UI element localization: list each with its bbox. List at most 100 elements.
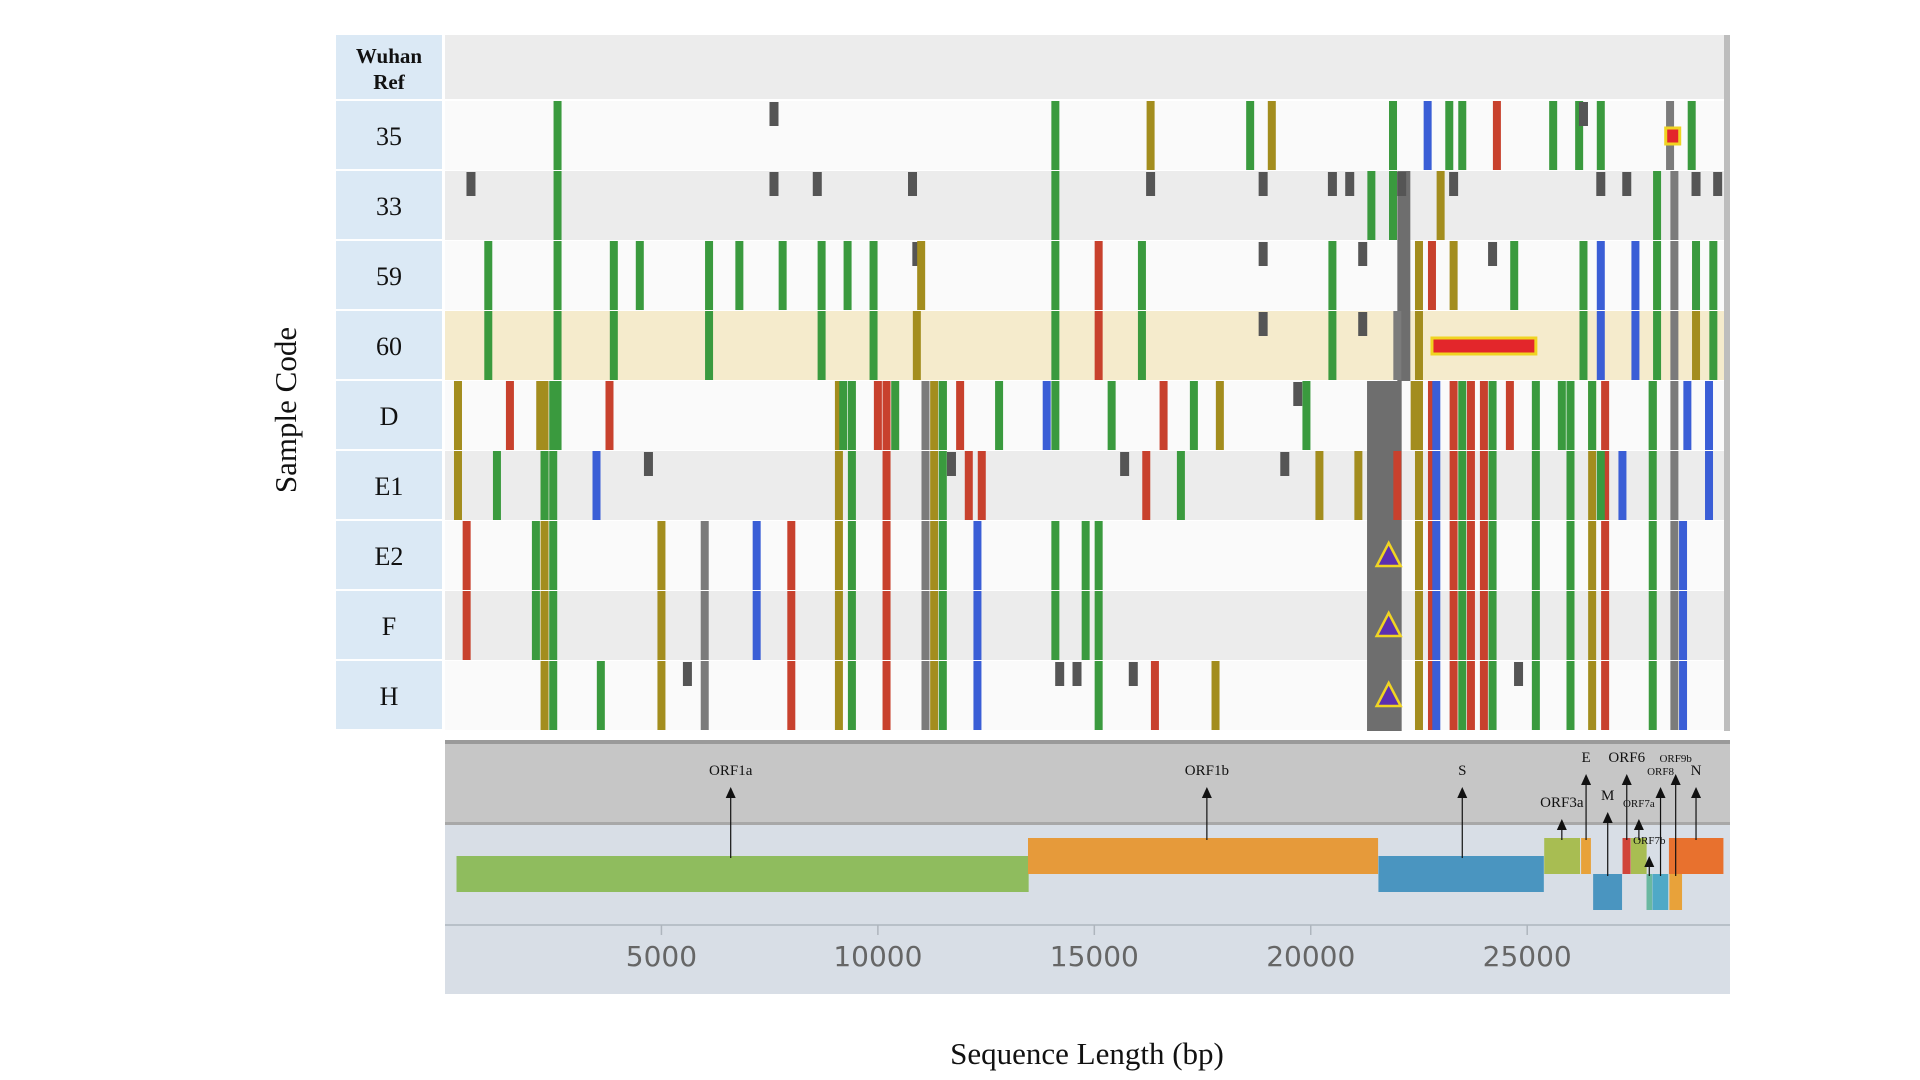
gene-orf6 xyxy=(1622,838,1631,874)
block-variant-e2-15 xyxy=(1531,521,1540,590)
variant-e1-7 xyxy=(977,451,986,520)
block-variant-e1-10 xyxy=(1449,451,1458,520)
variant-e1-1 xyxy=(492,451,501,520)
variant-e1-16 xyxy=(1618,451,1627,520)
block-variant-f-6 xyxy=(930,591,939,660)
block-variant-h-18 xyxy=(1601,661,1610,730)
variant-e1-12 xyxy=(1315,451,1324,520)
row-label-box-e1 xyxy=(336,451,442,519)
variant-35-6 xyxy=(1389,101,1398,170)
block-variant-h-0 xyxy=(540,661,549,730)
variant-d-10 xyxy=(956,381,965,450)
variant-e2-7 xyxy=(1051,521,1060,590)
variant-33-12 xyxy=(1397,172,1407,196)
block-variant-d-6 xyxy=(930,381,939,450)
block-variant-e2-3 xyxy=(847,521,856,590)
variant-33-17 xyxy=(1653,171,1662,240)
variant-d-12 xyxy=(1042,381,1051,450)
variant-f-3 xyxy=(700,591,709,660)
variant-d-2 xyxy=(536,381,545,450)
block-variant-d-2 xyxy=(834,381,843,450)
block-variant-d-10 xyxy=(1449,381,1458,450)
variant-59-28 xyxy=(1709,241,1718,310)
variant-60-0 xyxy=(484,311,493,380)
variant-60-5 xyxy=(869,311,878,380)
block-variant-h-14 xyxy=(1488,661,1497,730)
variant-d-1 xyxy=(505,381,514,450)
variant-d-5 xyxy=(839,381,848,450)
variant-e1-2 xyxy=(540,451,549,520)
variant-60-3 xyxy=(705,311,714,380)
variant-60-9 xyxy=(1137,311,1146,380)
block-variant-e1-7 xyxy=(938,451,947,520)
variant-35-3 xyxy=(1146,101,1155,170)
variant-59-18 xyxy=(1427,241,1436,310)
variant-e2-6 xyxy=(973,521,982,590)
variant-f-8 xyxy=(1081,591,1090,660)
block-variant-e1-9 xyxy=(1432,451,1441,520)
variant-d-13 xyxy=(1051,381,1060,450)
variant-d-18 xyxy=(1293,382,1303,406)
variant-h-3 xyxy=(700,661,709,730)
block-variant-f-20 xyxy=(1670,591,1679,660)
variant-33-4 xyxy=(908,172,918,196)
variant-h-11 xyxy=(1211,661,1220,730)
variant-d-15 xyxy=(1159,381,1168,450)
variant-d-11 xyxy=(995,381,1004,450)
gene-label-band-bottom-border xyxy=(445,822,1730,825)
gene-label-n: N xyxy=(1691,763,1702,779)
variant-e2-9 xyxy=(1094,521,1103,590)
block-variant-f-15 xyxy=(1531,591,1540,660)
variant-33-7 xyxy=(1258,172,1268,196)
gene-label-orf3a: ORF3a xyxy=(1540,795,1584,811)
block-variant-e1-19 xyxy=(1648,451,1657,520)
block-variant-d-15 xyxy=(1531,381,1540,450)
block-variant-f-2 xyxy=(834,591,843,660)
gene-label-orf1a: ORF1a xyxy=(709,763,753,779)
row-background-d xyxy=(445,381,1730,450)
block-variant-h-17 xyxy=(1588,661,1597,730)
variant-60-12 xyxy=(1358,312,1368,336)
block-variant-f-12 xyxy=(1466,591,1475,660)
block-variant-f-19 xyxy=(1648,591,1657,660)
block-variant-e1-21 xyxy=(1414,451,1423,520)
gene-label-orf9b: ORF9b xyxy=(1659,753,1692,765)
gene-arrowhead-m xyxy=(1602,812,1613,823)
variant-60-17 xyxy=(1653,311,1662,380)
block-variant-d-11 xyxy=(1458,381,1467,450)
block-variant-d-1 xyxy=(549,381,558,450)
variant-33-2 xyxy=(769,172,779,196)
block-variant-e1-17 xyxy=(1588,451,1597,520)
gene-arrowhead-e xyxy=(1581,774,1592,785)
gene-orf3a xyxy=(1544,838,1581,874)
block-variant-e1-18 xyxy=(1601,451,1610,520)
block-variant-d-9 xyxy=(1432,381,1441,450)
row-label-f: F xyxy=(382,612,396,641)
variant-60-2 xyxy=(609,311,618,380)
gene-arrowhead-orf9b xyxy=(1670,774,1681,785)
gene-label-orf8: ORF8 xyxy=(1647,766,1674,778)
block-variant-d-4 xyxy=(882,381,891,450)
variant-e1-5 xyxy=(946,452,956,476)
block-variant-e2-2 xyxy=(834,521,843,590)
gene-m xyxy=(1593,874,1623,910)
variant-d-6 xyxy=(873,381,882,450)
block-variant-f-4 xyxy=(882,591,891,660)
block-variant-e1-11 xyxy=(1458,451,1467,520)
row-label-box-e2 xyxy=(336,521,442,589)
block-variant-e2-6 xyxy=(930,521,939,590)
gene-arrowhead-orf1b xyxy=(1201,787,1212,798)
block-variant-f-8 xyxy=(1427,591,1436,660)
gene-label-m: M xyxy=(1601,788,1614,804)
block-variant-f-3 xyxy=(847,591,856,660)
block-variant-f-10 xyxy=(1449,591,1458,660)
row-label-box-d xyxy=(336,381,442,449)
variant-33-11 xyxy=(1389,171,1398,240)
variant-d-19 xyxy=(1302,381,1311,450)
variant-59-2 xyxy=(609,241,618,310)
x-tick-label-25000: 25000 xyxy=(1483,940,1572,973)
variant-60-8 xyxy=(1094,311,1103,380)
gene-orf7a xyxy=(1630,838,1647,874)
